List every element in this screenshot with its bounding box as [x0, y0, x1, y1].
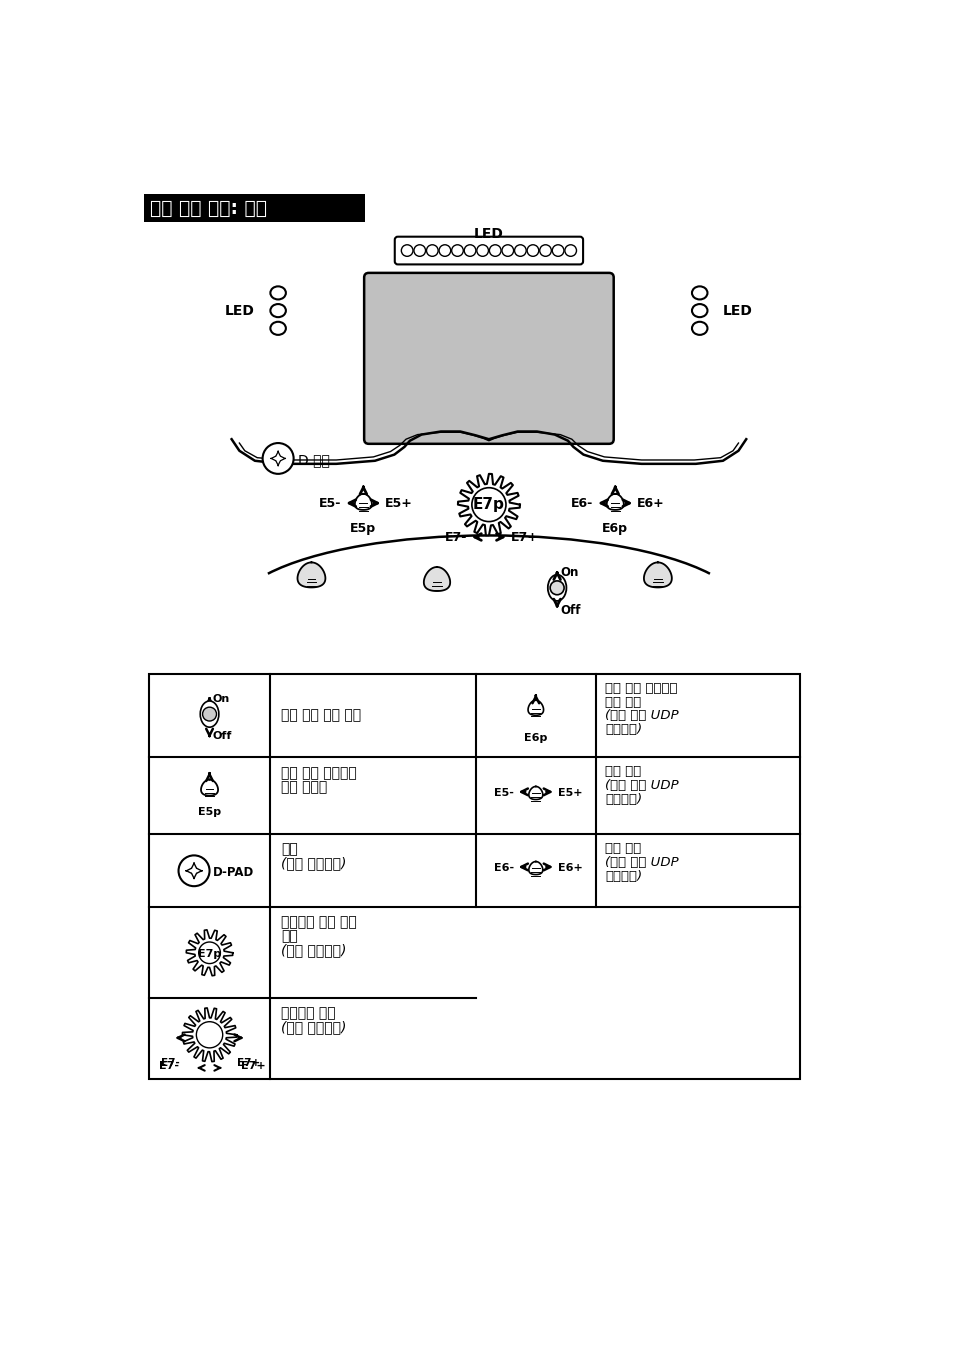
- Circle shape: [262, 443, 294, 474]
- Circle shape: [196, 1022, 222, 1048]
- Text: E6p: E6p: [523, 733, 547, 743]
- Text: E5-: E5-: [319, 497, 341, 510]
- Text: 또는 나가기: 또는 나가기: [281, 780, 327, 794]
- Text: 스킨 변경: 스킨 변경: [604, 765, 640, 778]
- Text: E7+: E7+: [240, 1061, 265, 1071]
- Polygon shape: [643, 563, 671, 587]
- Ellipse shape: [691, 286, 707, 300]
- Text: 화면 켜기 또는 끄기: 화면 켜기 또는 끄기: [281, 709, 361, 722]
- Circle shape: [539, 244, 551, 256]
- Text: 핸들 메뉴 들어가기: 핸들 메뉴 들어가기: [281, 767, 356, 780]
- Text: (핸들 메뉴에서): (핸들 메뉴에서): [281, 1019, 346, 1034]
- Text: D 패드: D 패드: [298, 454, 330, 467]
- Text: D-PAD: D-PAD: [213, 865, 253, 879]
- Polygon shape: [186, 930, 233, 976]
- Circle shape: [552, 244, 563, 256]
- Polygon shape: [297, 563, 325, 587]
- Text: Off: Off: [213, 732, 232, 741]
- Text: E5+: E5+: [557, 788, 581, 798]
- Ellipse shape: [270, 304, 286, 317]
- Text: E6p: E6p: [601, 521, 628, 535]
- Polygon shape: [528, 701, 543, 716]
- Text: 변경: 변경: [281, 929, 297, 942]
- Text: LED: LED: [225, 304, 254, 317]
- Text: E5-: E5-: [494, 788, 514, 798]
- Circle shape: [426, 244, 437, 256]
- Text: E7p: E7p: [197, 949, 221, 958]
- Text: 화면 변경: 화면 변경: [604, 842, 640, 855]
- Circle shape: [464, 244, 476, 256]
- Text: E6-: E6-: [571, 497, 593, 510]
- Circle shape: [564, 244, 576, 256]
- Bar: [149, 674, 800, 1079]
- Text: 게임에서): 게임에서): [604, 792, 641, 806]
- Text: E7-: E7-: [158, 1061, 178, 1071]
- Circle shape: [476, 244, 488, 256]
- Text: On: On: [559, 566, 578, 579]
- Text: E5p: E5p: [350, 521, 376, 535]
- Text: E7+: E7+: [510, 532, 537, 544]
- Polygon shape: [528, 787, 542, 799]
- Text: 게임에서): 게임에서): [604, 724, 641, 736]
- Polygon shape: [182, 1008, 236, 1061]
- FancyBboxPatch shape: [364, 273, 613, 444]
- Circle shape: [414, 244, 425, 256]
- Ellipse shape: [200, 701, 218, 728]
- Text: Off: Off: [559, 603, 580, 617]
- Text: (핸들 메뉴에서): (핸들 메뉴에서): [281, 942, 346, 957]
- Text: E6-: E6-: [494, 864, 514, 873]
- Text: E5+: E5+: [385, 497, 413, 510]
- Polygon shape: [606, 494, 623, 510]
- Circle shape: [550, 580, 563, 595]
- Text: 모드 선택: 모드 선택: [604, 695, 640, 709]
- Text: 다크 또는 브라이트: 다크 또는 브라이트: [604, 682, 677, 695]
- Text: E5p: E5p: [198, 807, 221, 817]
- Circle shape: [451, 244, 463, 256]
- Ellipse shape: [547, 575, 566, 601]
- Text: LED: LED: [474, 227, 503, 242]
- Text: 게임에서): 게임에서): [604, 869, 641, 883]
- Circle shape: [527, 244, 538, 256]
- Ellipse shape: [691, 304, 707, 317]
- Polygon shape: [355, 494, 372, 510]
- Ellipse shape: [270, 321, 286, 335]
- Circle shape: [401, 244, 413, 256]
- Text: E6+: E6+: [557, 864, 581, 873]
- Text: E7-: E7-: [444, 532, 467, 544]
- Text: 매개변수 확인 또는: 매개변수 확인 또는: [281, 915, 356, 929]
- Text: E7-: E7-: [161, 1057, 180, 1068]
- Text: (기본 또는 UDP: (기본 또는 UDP: [604, 710, 679, 722]
- Text: E7p: E7p: [473, 497, 504, 512]
- Circle shape: [438, 244, 450, 256]
- Text: (핸들 메뉴에서): (핸들 메뉴에서): [281, 856, 346, 869]
- Text: (기본 또는 UDP: (기본 또는 UDP: [604, 856, 679, 869]
- Ellipse shape: [270, 286, 286, 300]
- Text: 운항: 운항: [281, 842, 297, 856]
- Ellipse shape: [691, 321, 707, 335]
- Text: (기본 또는 UDP: (기본 또는 UDP: [604, 779, 679, 791]
- Circle shape: [178, 856, 210, 886]
- Circle shape: [202, 707, 216, 721]
- Text: LED: LED: [722, 304, 752, 317]
- Polygon shape: [457, 474, 519, 536]
- Circle shape: [198, 942, 220, 964]
- Text: 매개변수 변경: 매개변수 변경: [281, 1006, 335, 1019]
- Polygon shape: [528, 861, 542, 875]
- Text: E6+: E6+: [637, 497, 664, 510]
- Text: 화면 표시 관리: 매핑: 화면 표시 관리: 매핑: [150, 198, 267, 217]
- Text: On: On: [213, 694, 230, 705]
- FancyBboxPatch shape: [395, 236, 582, 265]
- Circle shape: [501, 244, 513, 256]
- Circle shape: [472, 487, 505, 521]
- Text: E7+: E7+: [236, 1057, 259, 1068]
- Polygon shape: [423, 567, 450, 591]
- Polygon shape: [201, 779, 218, 795]
- Bar: [144, 194, 365, 221]
- Circle shape: [489, 244, 500, 256]
- Circle shape: [514, 244, 526, 256]
